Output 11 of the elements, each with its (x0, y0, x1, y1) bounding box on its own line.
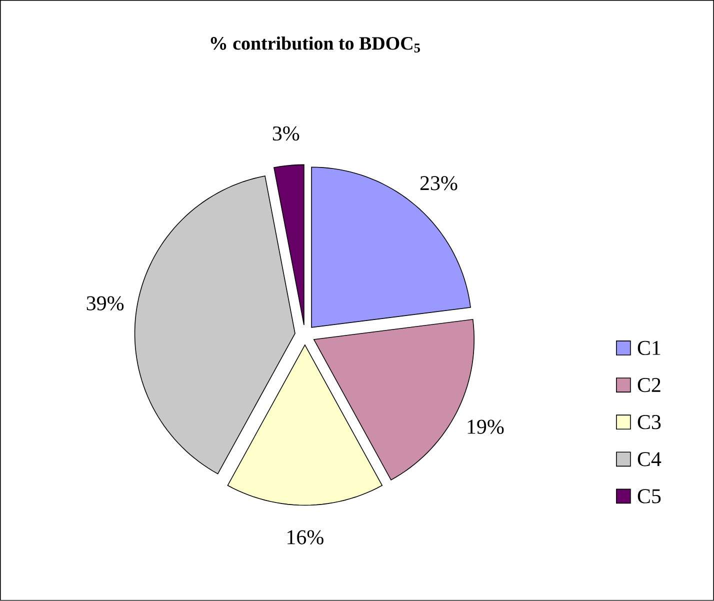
data-label: 16% (288, 530, 324, 544)
legend-label: C5 (638, 489, 661, 504)
data-label: 19% (468, 420, 504, 434)
legend-label: C1 (638, 341, 660, 356)
data-label: 23% (420, 176, 458, 190)
data-label: 3% (272, 126, 300, 141)
legend-label: C2 (638, 378, 660, 392)
data-label: 39% (86, 296, 124, 311)
chart-title: % contribution to BDOC$_{5}$ (210, 36, 420, 53)
legend-label: C3 (638, 415, 661, 430)
legend-label: C4 (638, 452, 662, 466)
